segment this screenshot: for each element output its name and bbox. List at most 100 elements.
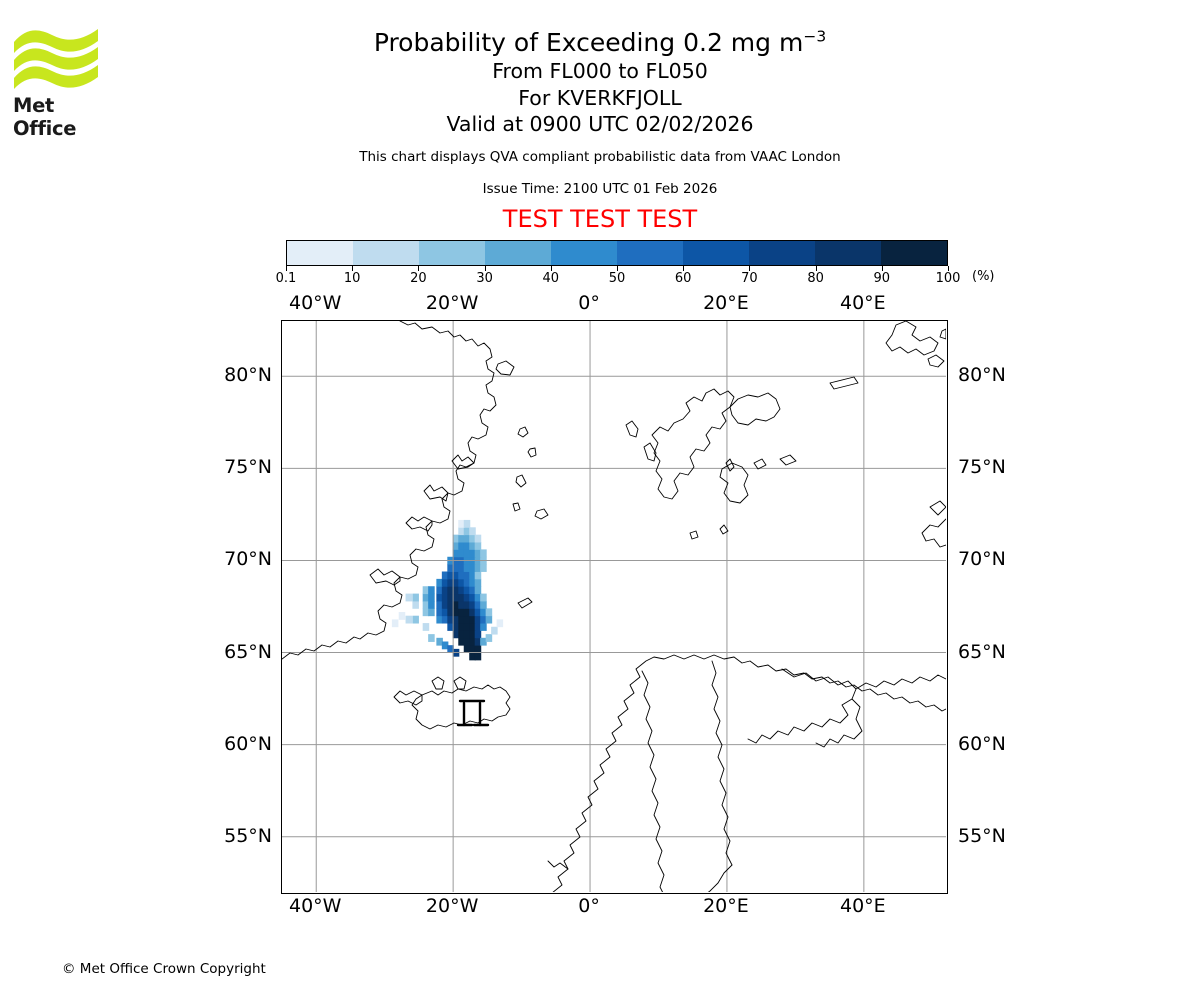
plume-cell — [496, 619, 504, 628]
plume-cell — [452, 615, 460, 624]
colorbar-tick-label: 40 — [542, 271, 560, 286]
colorbar-segment — [419, 241, 485, 265]
plume-cell — [469, 615, 476, 624]
plume-cell — [405, 615, 413, 624]
plume-cell — [469, 608, 476, 617]
test-banner: TEST TEST TEST — [502, 204, 698, 233]
lat-label-left: 80°N — [224, 364, 272, 387]
lat-label-left: 65°N — [224, 640, 272, 663]
plume-cell — [452, 542, 460, 550]
colorbar-segment — [287, 241, 353, 265]
plume-cell — [447, 586, 454, 595]
plume-cell — [458, 527, 465, 536]
plume-cell — [398, 612, 406, 620]
plume-cell — [452, 534, 460, 543]
lon-label-top: 40°W — [288, 292, 342, 314]
plume-cell — [480, 564, 487, 572]
plume-cell — [441, 608, 449, 617]
plume-cell — [452, 586, 460, 595]
lat-label-right: 80°N — [958, 364, 1006, 387]
plume-cell — [463, 534, 471, 543]
plume-cell — [463, 564, 471, 572]
plume-cell — [441, 571, 449, 580]
plume-cell — [458, 564, 465, 572]
plume-cell — [436, 608, 443, 617]
plume-cell — [412, 600, 419, 609]
plume-cell — [436, 593, 443, 602]
plume-cell — [485, 634, 493, 642]
plume-cell — [469, 652, 476, 661]
plume-cell — [436, 615, 443, 624]
plume-cell — [428, 586, 435, 595]
plume-cell — [428, 634, 435, 642]
colorbar-tick — [286, 266, 287, 271]
colorbar-tick — [683, 266, 685, 271]
plume-cell — [422, 623, 430, 631]
met-office-logo: Met Office — [12, 22, 122, 140]
colorbar-segment — [617, 241, 683, 265]
plume-cell — [474, 600, 482, 609]
chart-title-block: Probability of Exceeding 0.2 mg m−3 From… — [0, 0, 1200, 233]
colorbar-tick — [749, 266, 751, 271]
plume-cell — [474, 571, 482, 580]
plume-cell — [480, 608, 487, 617]
plume-cell — [458, 630, 465, 639]
plume-cell — [463, 600, 471, 609]
plume-cell — [474, 623, 482, 631]
plume-cell — [422, 593, 430, 602]
probability-colorbar — [286, 240, 948, 266]
plume-cell — [463, 637, 471, 646]
lon-label-bottom: 20°E — [703, 895, 749, 917]
lon-label-top: 20°W — [425, 292, 479, 314]
plume-cell — [480, 600, 487, 609]
plume-cell — [447, 571, 454, 580]
copyright-footer: © Met Office Crown Copyright — [62, 961, 266, 977]
colorbar-tick — [550, 266, 552, 271]
lon-label-bottom: 40°E — [840, 895, 886, 917]
plume-cell — [436, 600, 443, 609]
map-canvas[interactable] — [281, 320, 948, 894]
lat-label-right: 70°N — [958, 548, 1006, 571]
map-background — [282, 321, 946, 892]
lat-label-right: 75°N — [958, 456, 1006, 479]
plume-cell — [458, 534, 465, 543]
plume-cell — [428, 593, 435, 602]
plume-cell — [463, 549, 471, 558]
colorbar-tick — [881, 266, 883, 271]
plume-cell — [474, 549, 482, 558]
colorbar-segment — [551, 241, 617, 265]
plume-cell — [428, 600, 435, 609]
page-title: Probability of Exceeding 0.2 mg m−3 — [0, 28, 1200, 58]
volcano-subtitle: For KVERKFJOLL — [518, 85, 682, 110]
plume-cell — [458, 571, 465, 580]
colorbar-tick-label: 80 — [807, 271, 824, 286]
plume-cell — [463, 615, 471, 624]
graticule-layer — [282, 321, 946, 892]
plume-cell — [469, 600, 476, 609]
colorbar-tick — [617, 266, 618, 271]
lon-label-top: 20°E — [703, 292, 749, 314]
plume-cell — [441, 593, 449, 602]
plume-cell — [452, 578, 460, 587]
plume-cell — [480, 593, 487, 602]
plume-cell — [452, 571, 460, 580]
colorbar-tick — [418, 266, 420, 271]
plume-cell — [441, 586, 449, 595]
plume-cell — [436, 586, 443, 595]
plume-cell — [469, 586, 476, 595]
plume-cell — [458, 578, 465, 587]
page-title-text: Probability of Exceeding 0.2 mg m — [373, 28, 804, 57]
plume-cell — [452, 593, 460, 602]
lon-label-bottom: 40°W — [288, 895, 342, 917]
lon-label-top: 0° — [578, 292, 600, 314]
plume-cell — [469, 549, 476, 558]
plume-cell — [463, 571, 471, 580]
plume-cell — [447, 645, 454, 653]
plume-cell — [474, 637, 482, 646]
plume-cell — [447, 578, 454, 587]
plume-cell — [463, 623, 471, 631]
plume-cell — [463, 586, 471, 595]
plume-cell — [485, 615, 493, 624]
plume-cell — [422, 608, 430, 617]
plume-cell — [447, 623, 454, 631]
